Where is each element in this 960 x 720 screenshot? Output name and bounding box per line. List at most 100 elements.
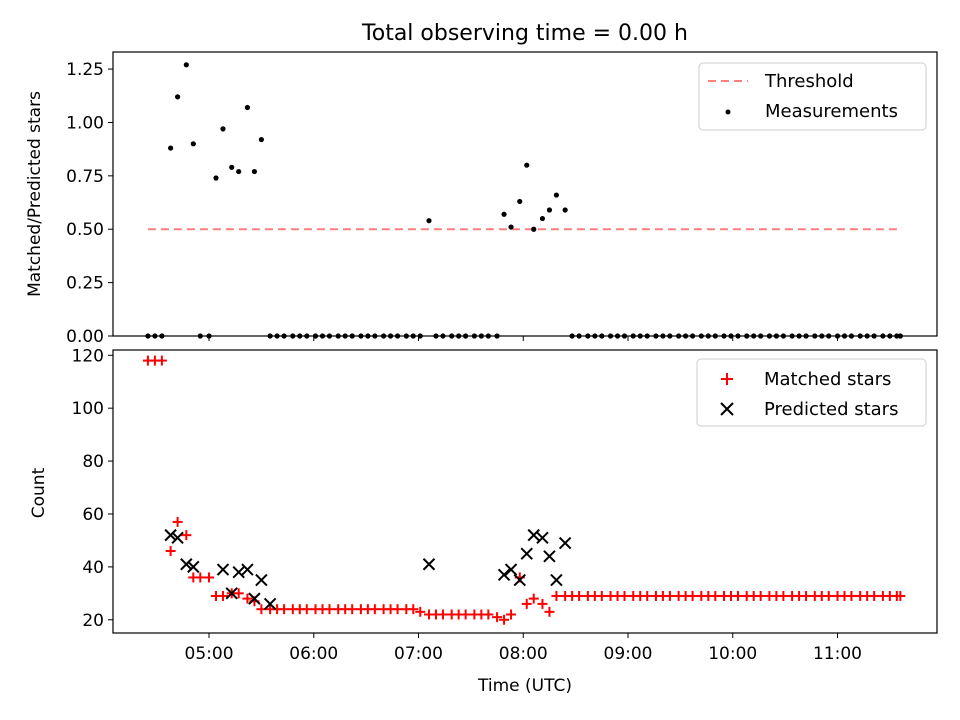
predicted-stars-point-b [422,558,436,571]
predicted-stars-point-b [241,563,254,576]
measurement-point [183,62,189,68]
bottom-x-tick-label: 08:00 [499,644,548,664]
predicted-stars-point [241,563,254,576]
predicted-stars-point-b [504,563,518,576]
top-legend-box [698,62,927,131]
bottom-plot-area [142,355,906,625]
measurement-point [517,198,523,205]
predicted-stars-point-b [232,565,245,579]
predicted-stars-point-b [248,592,261,605]
matched-stars-point [460,609,471,620]
matched-stars-point [195,572,206,583]
matched-stars-point [181,530,192,541]
predicted-stars-point-b [171,531,184,544]
matched-stars-point [217,590,228,601]
matched-stars-point [528,593,539,604]
predicted-stars-point-b [255,573,268,587]
predicted-stars-point-b [164,528,177,542]
measurement-point [220,126,226,132]
top-axis-ticks: 0.00 0.25 0.50 0.75 1.00 1.25 [66,60,838,347]
measurement-point [539,215,546,222]
legend-measurements-swatch [725,109,731,115]
bottom-legend-box [696,358,927,427]
matched-stars-point [801,590,812,601]
matched-stars-point [574,590,585,601]
bottom-x-tick-label: 06:00 [289,644,338,664]
matched-stars-point [778,590,789,601]
matched-stars-point [324,604,335,615]
predicted-stars-point [513,573,526,587]
matched-stars-point [537,598,548,609]
bottom-x-tick-label: 09:00 [604,644,653,664]
matched-stars-point [755,590,766,601]
matched-stars-point [408,604,419,615]
top-y-tick-label: 0.50 [66,220,104,240]
matched-stars-point [156,355,167,366]
predicted-stars-point-b [536,531,549,544]
measurement-point [553,192,560,198]
measurement-point [508,224,514,230]
bottom-y-tick-label: 20 [82,611,104,631]
matched-stars-point [172,516,183,527]
matched-stars-point [165,546,176,557]
top-legend: Threshold Measurements [698,62,927,131]
legend-matched-swatch [721,373,733,385]
top-axes-frame [112,51,938,337]
predicted-stars-point-b [520,547,533,560]
bottom-y-tick-label: 120 [72,346,104,366]
legend-predicted-swatch [720,402,734,416]
matched-stars-point [483,609,494,620]
top-y-tick-label: 0.25 [66,274,104,294]
predicted-stars-point [232,565,245,579]
predicted-stars-point [504,563,518,576]
matched-stars-point [619,590,630,601]
matched-stars-point [437,609,448,620]
matched-stars-point [301,604,312,615]
bottom-y-tick-label: 100 [72,399,104,419]
predicted-stars-point [527,528,540,542]
matched-stars-point [204,572,215,583]
legend-threshold-label: Threshold [764,71,854,92]
matched-stars-point [499,614,510,625]
predicted-stars-point-b [187,560,200,574]
bottom-x-tick-label: 07:00 [394,644,443,664]
measurement-point [562,207,568,213]
predicted-stars-point-b [550,573,563,587]
predicted-stars-point [164,528,177,542]
top-y-tick-label: 0.75 [66,167,104,187]
measurement-point [426,218,432,224]
matched-stars-point [869,590,880,601]
predicted-stars-point-b [263,597,277,611]
top-panel: 0.00 0.25 0.50 0.75 1.00 1.25 Matched/Predict… [25,51,938,347]
matched-stars-point [664,590,675,601]
matched-stars-point [846,590,857,601]
bottom-y-tick-label: 40 [82,558,104,578]
matched-stars-point [710,590,721,601]
predicted-stars-point [520,547,533,560]
predicted-stars-point [171,531,184,544]
bottom-x-tick-label: 11:00 [813,644,862,664]
measurement-point [524,162,530,168]
matched-stars-point [687,590,698,601]
predicted-stars-point-b [558,536,572,550]
predicted-stars-point [187,560,200,574]
matched-stars-point [242,593,253,604]
matched-stars-point [492,612,503,623]
bottom-axes-frame [112,349,938,634]
legend-measurements-label: Measurements [765,101,898,122]
x-axis-label: Time (UTC) [477,676,572,696]
predicted-stars-point [497,568,511,582]
matched-stars-point [596,590,607,601]
bottom-panel: 20 40 60 80 100 120 05:00 06:00 07:00 08:00 09:00 1… [29,346,938,696]
measurement-point [213,175,219,181]
bottom-x-tick-label: 05:00 [185,644,234,664]
matched-stars-point [895,590,906,601]
matched-stars-point [392,604,403,615]
predicted-stars-point [558,536,572,550]
predicted-stars-point [180,558,193,571]
legend-matched-label: Matched stars [764,369,891,390]
bottom-axis-ticks: 20 40 60 80 100 120 05:00 06:00 07:00 08:00 09:00 1… [72,346,862,664]
top-y-tick-label: 1.00 [66,113,104,133]
measurement-point [501,211,507,217]
